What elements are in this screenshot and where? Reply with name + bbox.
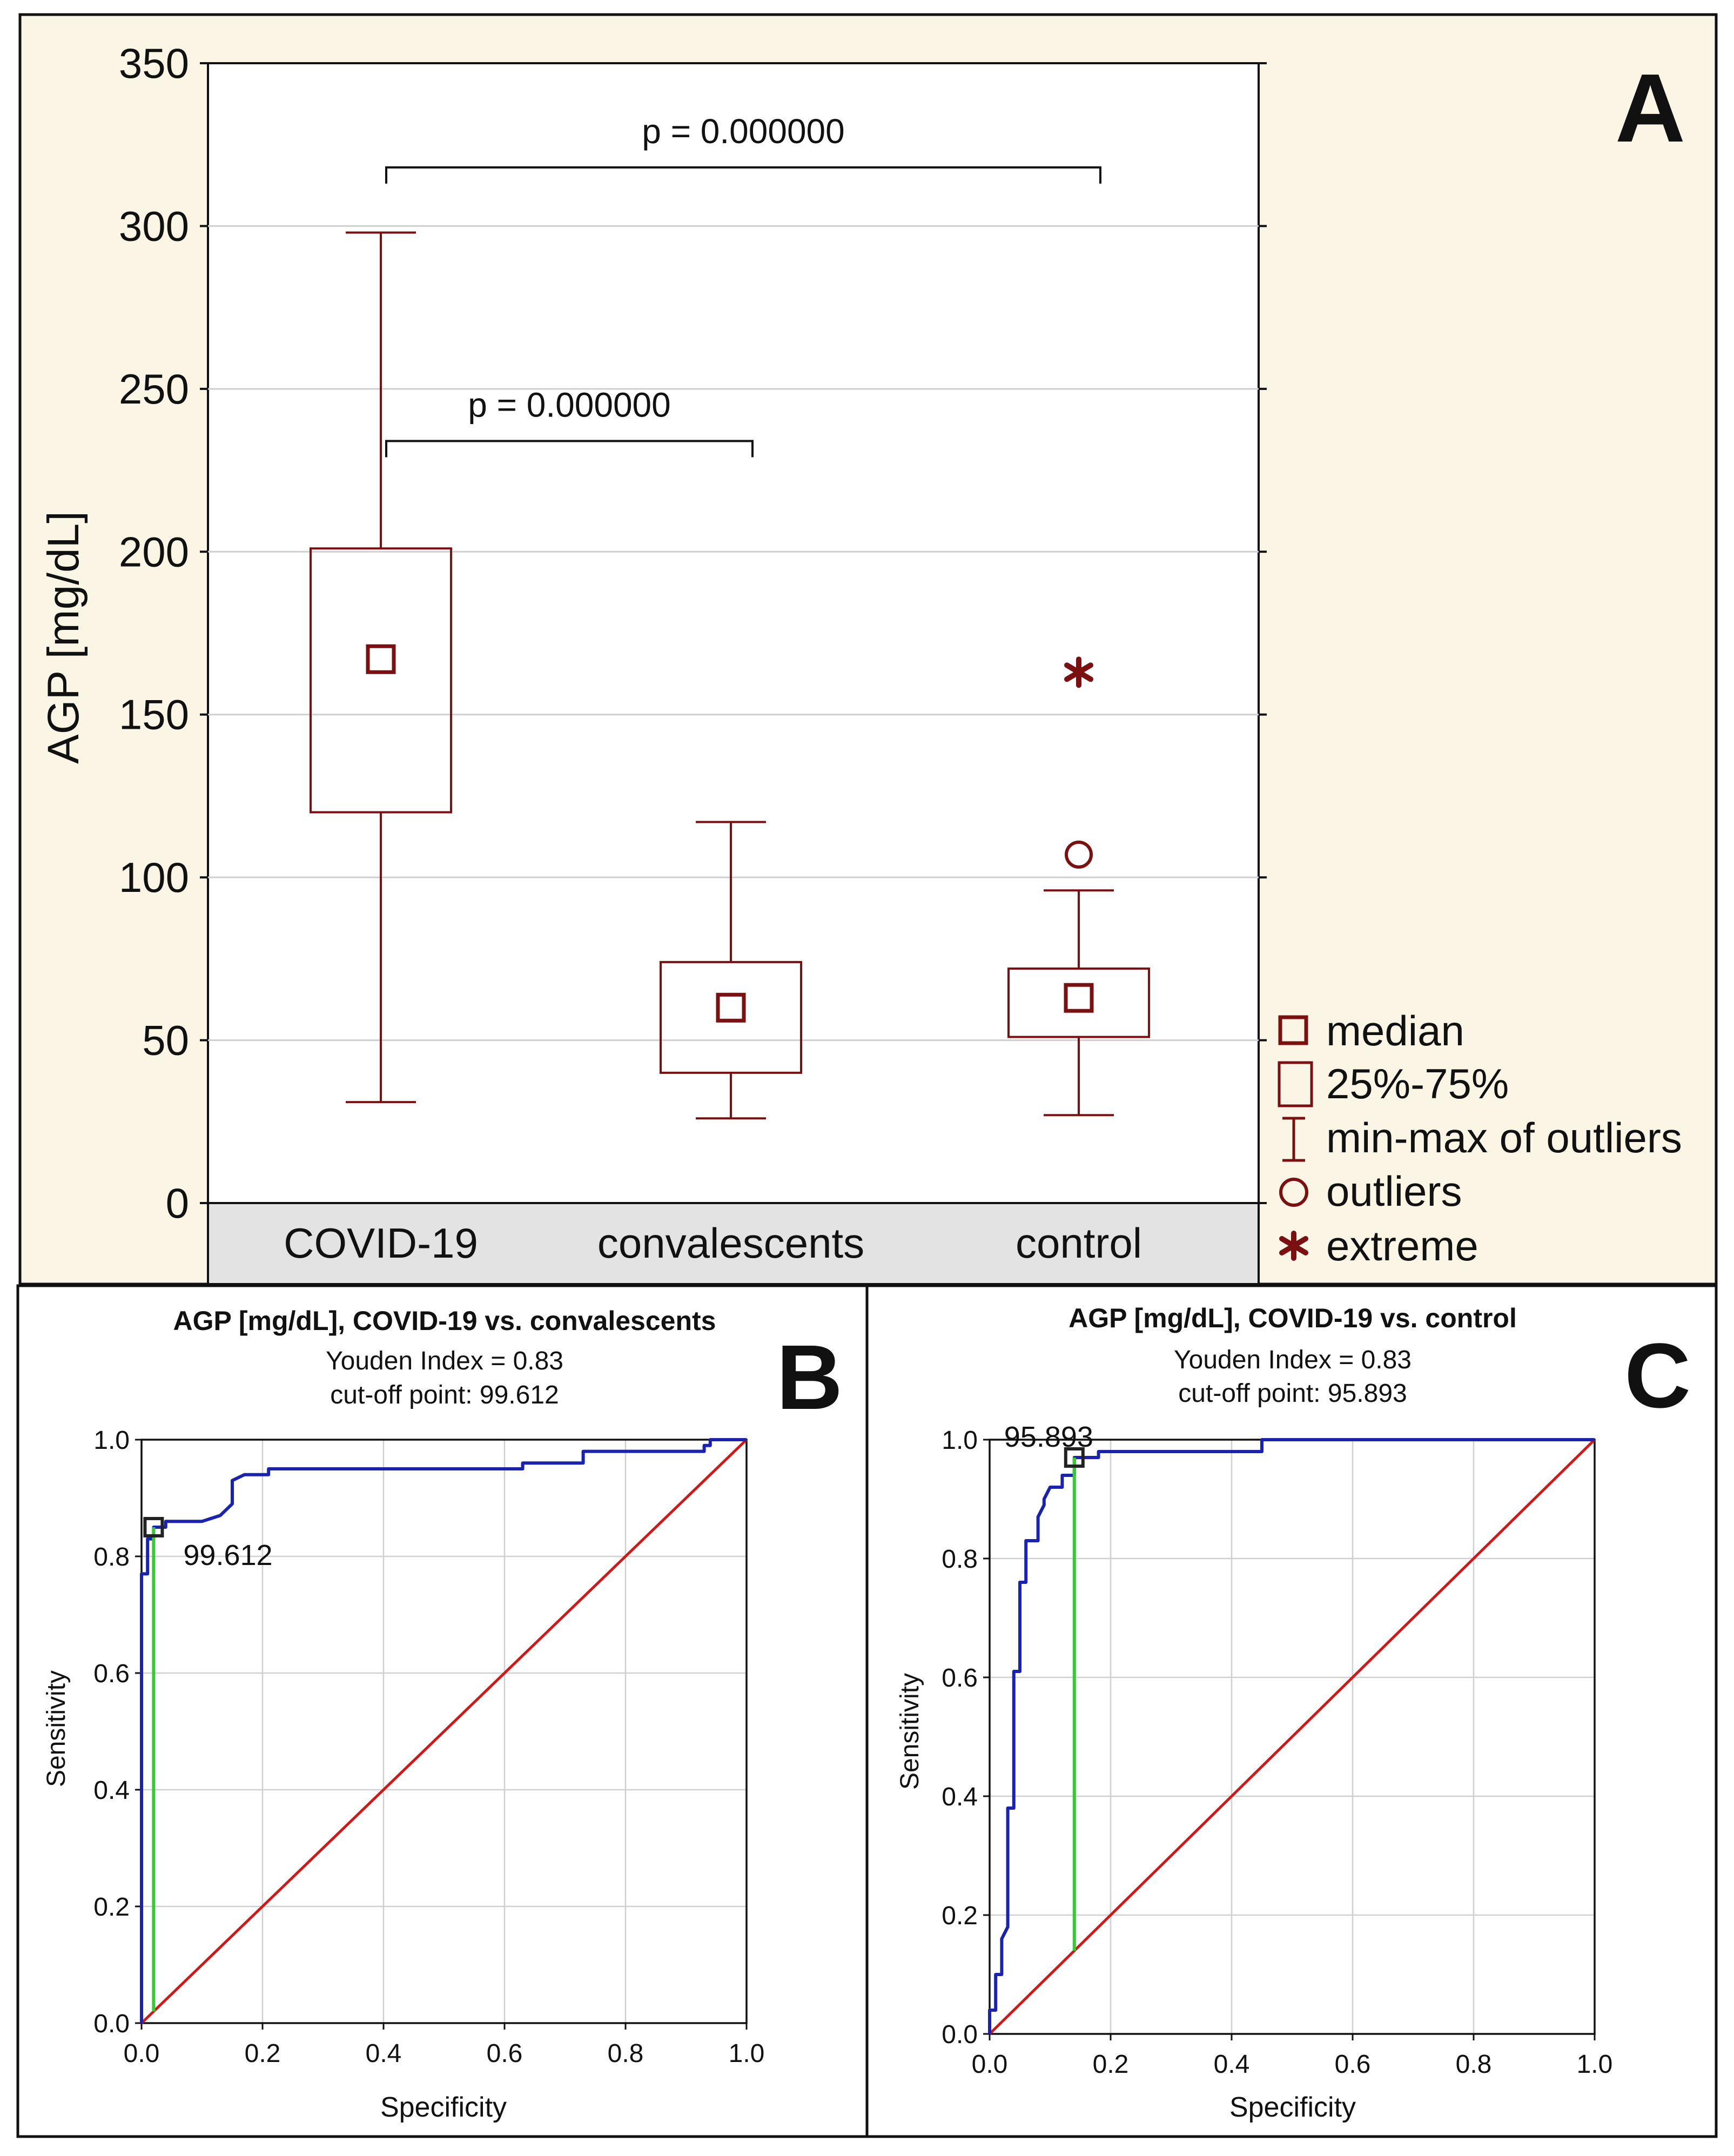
iqr-box [1007, 967, 1150, 1038]
y-tick-label: 0.8 [942, 1545, 978, 1574]
x-tick-label: 0.8 [608, 2039, 644, 2068]
roc-plot-c: 0.0 0.2 0.4 0.6 0.8 1.0 0.0 0.2 0.4 0.6 0.8 1.0 95.8… [942, 1421, 1612, 2079]
legend-median-label: median [1326, 1007, 1464, 1055]
panel-b-youden: Youden Index = 0.83 [326, 1347, 563, 1375]
box-plots [310, 231, 1150, 1120]
legend-iqr-label: 25%-75% [1326, 1060, 1509, 1107]
plot-area [207, 62, 1260, 1204]
y-tick-label: 0.4 [93, 1776, 130, 1805]
category-labels: COVID-19 convalescents control [284, 1219, 1142, 1267]
median-marker [716, 992, 746, 1023]
x-tick-label: 0.8 [1456, 2050, 1492, 2079]
x-tick-label: 0.0 [972, 2050, 1008, 2079]
y-tick-label: 0.0 [93, 2010, 130, 2038]
y-tick-label: 50 [142, 1017, 189, 1064]
y-tick-label: 0.6 [942, 1664, 978, 1692]
legend-extreme-label: extreme [1326, 1222, 1478, 1270]
panel-b-letter: B [776, 1326, 843, 1429]
reference-diagonal [140, 1439, 748, 2024]
median-marker [366, 644, 396, 674]
x-tick-label: 0.6 [1335, 2050, 1371, 2079]
p-value-label: p = 0.000000 [468, 385, 670, 424]
legend-outlier-label: outliers [1326, 1167, 1462, 1215]
extreme-point [1064, 656, 1093, 688]
panel-c-cutoff-text: cut-off point: 95.893 [1178, 1379, 1407, 1408]
y-tick-label: 0.2 [93, 1893, 130, 1922]
category-label: control [1016, 1219, 1142, 1267]
legend-whisker-label: min-max of outliers [1326, 1114, 1682, 1161]
panel-a-letter: A [1615, 54, 1685, 163]
x-tick-label: 0.2 [245, 2039, 281, 2068]
category-label: convalescents [597, 1219, 864, 1267]
y-tick-label: 350 [119, 39, 189, 87]
panel-c-youden: Youden Index = 0.83 [1174, 1346, 1412, 1374]
cutoff-marker [143, 1517, 164, 1537]
x-tick-label: 0.4 [366, 2039, 402, 2068]
y-tick-label: 0.6 [93, 1660, 130, 1688]
legend-median-icon [1278, 1015, 1308, 1045]
cutoff-marker [1064, 1447, 1085, 1468]
median-marker [1064, 983, 1094, 1013]
comparison-bracket [385, 440, 754, 458]
legend-outlier-icon [1279, 1178, 1308, 1207]
panel-b-title: AGP [mg/dL], COVID-19 vs. convalescents [173, 1306, 716, 1336]
y-tick-label: 1.0 [93, 1426, 130, 1455]
reference-diagonal [989, 1439, 1596, 2035]
y-tick-labels: 0 50 100 150 200 250 300 350 [119, 39, 189, 1227]
y-tick-label: 0.0 [942, 2020, 978, 2049]
y-tick-label: 250 [119, 365, 189, 413]
p-value-label: p = 0.000000 [642, 112, 844, 151]
iqr-box [660, 961, 802, 1074]
y-gridlines [200, 62, 1267, 1204]
y-tick-label: 200 [119, 528, 189, 575]
cutoff-value-label: 95.893 [1004, 1421, 1093, 1453]
panel-c-xlabel: Specificity [1229, 2092, 1356, 2123]
y-tick-label: 0 [166, 1179, 189, 1227]
legend: median 25%-75% min-max of outliers outli… [1278, 1007, 1682, 1270]
comparison-bracket [385, 166, 1101, 184]
y-axis-label: AGP [mg/dL] [39, 511, 88, 764]
iqr-box [310, 547, 452, 814]
x-tick-label: 0.0 [124, 2039, 160, 2068]
legend-extreme-icon [1279, 1231, 1308, 1261]
legend-iqr-icon [1278, 1061, 1313, 1107]
panel-c-letter: C [1624, 1325, 1691, 1427]
roc-curve [988, 1438, 1595, 2034]
y-tick-label: 300 [119, 202, 189, 250]
y-tick-label: 0.2 [942, 1902, 978, 1930]
y-tick-label: 1.0 [942, 1426, 978, 1455]
category-label: COVID-19 [284, 1219, 478, 1267]
outlier-point [1065, 840, 1093, 869]
panel-b-xlabel: Specificity [380, 2092, 507, 2123]
x-tick-label: 1.0 [729, 2039, 765, 2068]
cutoff-value-label: 99.612 [183, 1539, 272, 1571]
panel-c-title: AGP [mg/dL], COVID-19 vs. control [1068, 1303, 1517, 1333]
y-tick-label: 0.4 [942, 1783, 978, 1811]
y-tick-label: 0.8 [93, 1543, 130, 1571]
panel-c-ylabel: Sensitivity [896, 1673, 924, 1790]
x-tick-label: 0.2 [1093, 2050, 1129, 2079]
panel-b-cutoff-text: cut-off point: 99.612 [330, 1381, 559, 1409]
legend-whisker-icon [1282, 1117, 1305, 1162]
significance-brackets: p = 0.000000 p = 0.000000 [385, 112, 1101, 458]
category-bar [207, 1202, 1260, 1285]
x-tick-label: 1.0 [1577, 2050, 1613, 2079]
roc-plot-b: 0.0 0.2 0.4 0.6 0.8 1.0 0.0 0.2 0.4 0.6 0.8 1.0 99.6… [93, 1426, 764, 2068]
x-tick-label: 0.4 [1214, 2050, 1250, 2079]
y-tick-label: 150 [119, 691, 189, 738]
y-tick-label: 100 [119, 854, 189, 901]
x-tick-label: 0.6 [487, 2039, 523, 2068]
panel-b-ylabel: Sensitivity [42, 1670, 71, 1787]
